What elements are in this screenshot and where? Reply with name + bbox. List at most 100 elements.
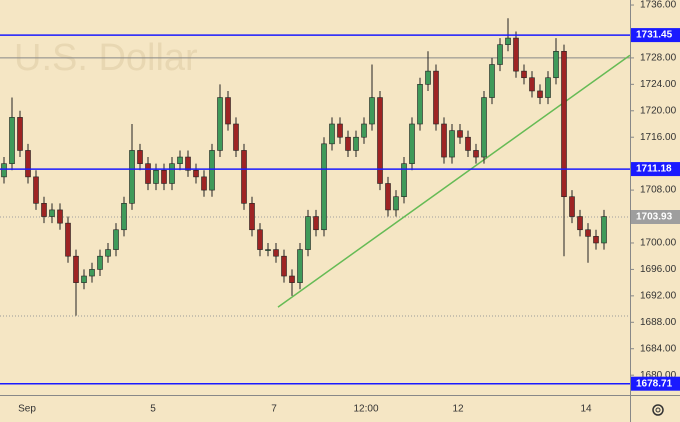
candle-body <box>393 196 399 211</box>
candle-body <box>73 255 79 283</box>
y-tick-label: 1728.00 <box>640 53 677 64</box>
candle-body <box>89 269 95 277</box>
candle-body <box>305 216 311 250</box>
candle-body <box>145 163 151 184</box>
candle-body <box>81 275 87 283</box>
candle-body <box>121 203 127 231</box>
y-tick-label: 1736.00 <box>640 0 677 11</box>
candle-body <box>193 169 199 178</box>
candle-body <box>521 70 527 79</box>
candle-body <box>545 77 551 98</box>
candle-body <box>209 150 215 191</box>
gear-center[interactable] <box>655 407 661 413</box>
candle-body <box>129 150 135 204</box>
candle-body <box>409 123 415 164</box>
candle-body <box>49 209 55 217</box>
candle-body <box>513 37 519 72</box>
candle-body <box>497 44 503 65</box>
candle-body <box>257 229 263 250</box>
candle-body <box>1 163 7 178</box>
candle-body <box>481 97 487 158</box>
candle-body <box>41 203 47 217</box>
x-tick-label: 7 <box>271 404 277 415</box>
candle-body <box>361 123 367 138</box>
candle-body <box>9 117 15 164</box>
level-label-box <box>631 28 680 43</box>
current-price-box <box>631 209 680 224</box>
candle-body <box>297 249 303 283</box>
x-tick-label: 12 <box>452 404 464 415</box>
candle-body <box>329 123 335 145</box>
candle-body <box>17 117 23 151</box>
candle-body <box>105 249 111 257</box>
candle-body <box>65 222 71 257</box>
candle-body <box>473 150 479 158</box>
candle-body <box>569 196 575 217</box>
candle-body <box>161 169 167 184</box>
candle-body <box>585 229 591 237</box>
x-tick-label: Sep <box>18 404 36 415</box>
y-tick-label: 1700.00 <box>640 238 677 249</box>
y-tick-label: 1684.00 <box>640 343 677 354</box>
trendline <box>277 54 631 308</box>
candle-body <box>177 156 183 164</box>
y-tick-label: 1720.00 <box>640 105 677 116</box>
candle-body <box>57 209 63 224</box>
candle-body <box>321 143 327 231</box>
candle-body <box>505 37 511 45</box>
candle-body <box>225 97 231 125</box>
candle-body <box>433 70 439 125</box>
level-label: 1711.18 <box>636 164 672 175</box>
candle-body <box>561 50 567 198</box>
candle-body <box>281 255 287 277</box>
y-tick-label: 1708.00 <box>640 185 677 196</box>
candle-body <box>153 169 159 184</box>
candle-body <box>593 236 599 244</box>
candle-body <box>249 203 255 231</box>
x-tick-label: 5 <box>150 404 156 415</box>
candle-body <box>353 136 359 151</box>
x-tick-label: 12:00 <box>353 404 378 415</box>
level-label-box <box>631 376 680 391</box>
candle-body <box>33 176 39 204</box>
candle-body <box>369 97 375 125</box>
candle-body <box>169 163 175 184</box>
candle-body <box>489 64 495 98</box>
current-price-label: 1703.93 <box>636 212 673 223</box>
candle-body <box>529 77 535 92</box>
settings-icon[interactable] <box>652 404 664 416</box>
candle-body <box>401 163 407 198</box>
candle-body <box>417 84 423 125</box>
candle-body <box>233 123 239 151</box>
candle-body <box>217 97 223 151</box>
candle-body <box>97 255 103 270</box>
level-label: 1731.45 <box>636 30 673 41</box>
candle-body <box>289 275 295 283</box>
candle-body <box>137 150 143 164</box>
candle-body <box>273 249 279 257</box>
candle-body <box>265 249 271 251</box>
candle-body <box>577 216 583 231</box>
x-tick-label: 14 <box>580 404 592 415</box>
level-label: 1678.71 <box>636 378 673 389</box>
candle-body <box>313 216 319 231</box>
candle-body <box>553 50 559 79</box>
y-tick-label: 1724.00 <box>640 79 677 90</box>
candle-body <box>449 130 455 158</box>
candle-body <box>201 176 207 191</box>
candle-body <box>601 216 607 244</box>
level-label-box <box>631 162 680 177</box>
candle-body <box>345 136 351 151</box>
candle-body <box>441 123 447 158</box>
candle-body <box>425 70 431 85</box>
gear[interactable] <box>652 404 664 416</box>
candle-body <box>241 150 247 204</box>
candle-body <box>385 183 391 211</box>
candle-body <box>465 136 471 151</box>
y-tick-label: 1716.00 <box>640 132 677 143</box>
candle-body <box>25 150 31 178</box>
candle-body <box>113 229 119 250</box>
y-tick-label: 1688.00 <box>640 317 677 328</box>
